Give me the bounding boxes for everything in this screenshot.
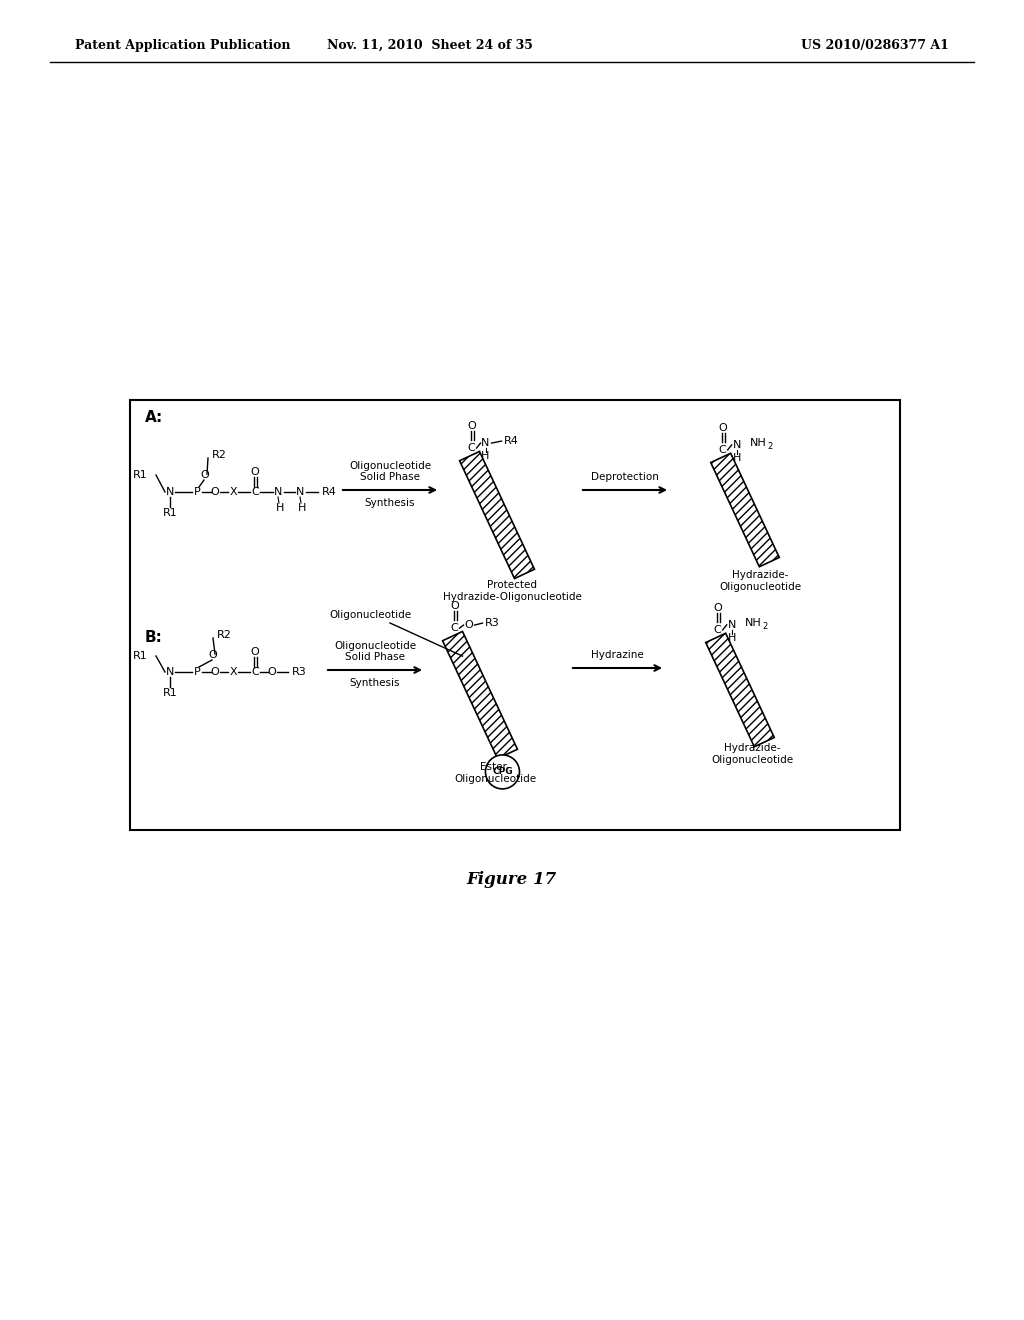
Text: Oligonucleotide: Oligonucleotide: [334, 642, 416, 651]
Text: Nov. 11, 2010  Sheet 24 of 35: Nov. 11, 2010 Sheet 24 of 35: [327, 38, 532, 51]
Text: H: H: [727, 632, 736, 643]
Text: Solid Phase: Solid Phase: [360, 473, 420, 482]
Text: C: C: [714, 624, 722, 635]
Text: NH: NH: [750, 438, 766, 447]
Text: O: O: [451, 601, 459, 611]
Text: Solid Phase: Solid Phase: [345, 652, 406, 663]
Text: R4: R4: [504, 436, 518, 446]
Text: H: H: [732, 453, 741, 463]
Text: Oligonucleotide: Oligonucleotide: [329, 610, 411, 620]
Text: R1: R1: [163, 688, 177, 698]
Polygon shape: [711, 453, 779, 566]
Text: H: H: [275, 503, 285, 513]
Text: R2: R2: [212, 450, 227, 459]
Circle shape: [485, 755, 519, 789]
Text: R3: R3: [292, 667, 307, 677]
Text: O: O: [201, 470, 209, 480]
Text: O: O: [251, 647, 259, 657]
Text: R3: R3: [484, 618, 500, 628]
Text: O: O: [211, 667, 219, 677]
Text: Patent Application Publication: Patent Application Publication: [75, 38, 291, 51]
Text: C: C: [251, 667, 259, 677]
Text: Ester-: Ester-: [480, 762, 510, 772]
Text: O: O: [209, 649, 217, 660]
Text: 2: 2: [763, 623, 768, 631]
Text: N: N: [727, 620, 736, 630]
Text: R4: R4: [322, 487, 337, 498]
Text: O: O: [267, 667, 276, 677]
Text: US 2010/0286377 A1: US 2010/0286377 A1: [801, 38, 949, 51]
Text: P: P: [194, 667, 201, 677]
Polygon shape: [706, 634, 774, 747]
Text: Hydrazide-: Hydrazide-: [724, 743, 780, 752]
Text: N: N: [166, 487, 174, 498]
Text: Figure 17: Figure 17: [467, 871, 557, 888]
Text: R1: R1: [163, 508, 177, 517]
Text: X: X: [229, 667, 237, 677]
Text: N: N: [273, 487, 283, 498]
Text: N: N: [732, 440, 741, 450]
Text: H: H: [298, 503, 306, 513]
Text: X: X: [229, 487, 237, 498]
Text: NH: NH: [744, 618, 762, 628]
Text: C: C: [251, 487, 259, 498]
Text: C: C: [468, 444, 475, 453]
Text: N: N: [166, 667, 174, 677]
Text: N: N: [481, 438, 489, 447]
Text: H: H: [481, 451, 489, 461]
Text: Synthesis: Synthesis: [365, 498, 416, 508]
FancyBboxPatch shape: [130, 400, 900, 830]
Text: R1: R1: [133, 651, 148, 661]
Text: O: O: [718, 422, 727, 433]
Text: O: O: [251, 467, 259, 477]
Text: R1: R1: [133, 470, 148, 480]
Text: Oligonucleotide: Oligonucleotide: [711, 755, 793, 766]
Text: A:: A:: [145, 411, 163, 425]
Text: O: O: [464, 620, 473, 630]
Polygon shape: [442, 631, 517, 759]
Text: Hydrazine: Hydrazine: [591, 649, 643, 660]
Text: Protected: Protected: [487, 579, 537, 590]
Text: C: C: [719, 445, 727, 455]
Text: O: O: [467, 421, 476, 432]
Text: N: N: [296, 487, 304, 498]
Polygon shape: [460, 451, 535, 578]
Text: Hydrazide-Oligonucleotide: Hydrazide-Oligonucleotide: [442, 591, 582, 602]
Text: B:: B:: [145, 631, 163, 645]
Text: O: O: [714, 603, 722, 612]
Text: 2: 2: [768, 442, 773, 451]
Text: C: C: [451, 623, 459, 634]
Text: Synthesis: Synthesis: [350, 678, 400, 688]
Text: Deprotection: Deprotection: [591, 473, 658, 482]
Text: Oligonucleotide: Oligonucleotide: [454, 774, 536, 784]
Text: CPG: CPG: [493, 767, 513, 776]
Text: P: P: [194, 487, 201, 498]
Text: Oligonucleotide: Oligonucleotide: [719, 582, 801, 591]
Text: Hydrazide-: Hydrazide-: [732, 570, 788, 579]
Text: R2: R2: [217, 630, 231, 640]
Text: Oligonucleotide: Oligonucleotide: [349, 461, 431, 471]
Text: O: O: [211, 487, 219, 498]
